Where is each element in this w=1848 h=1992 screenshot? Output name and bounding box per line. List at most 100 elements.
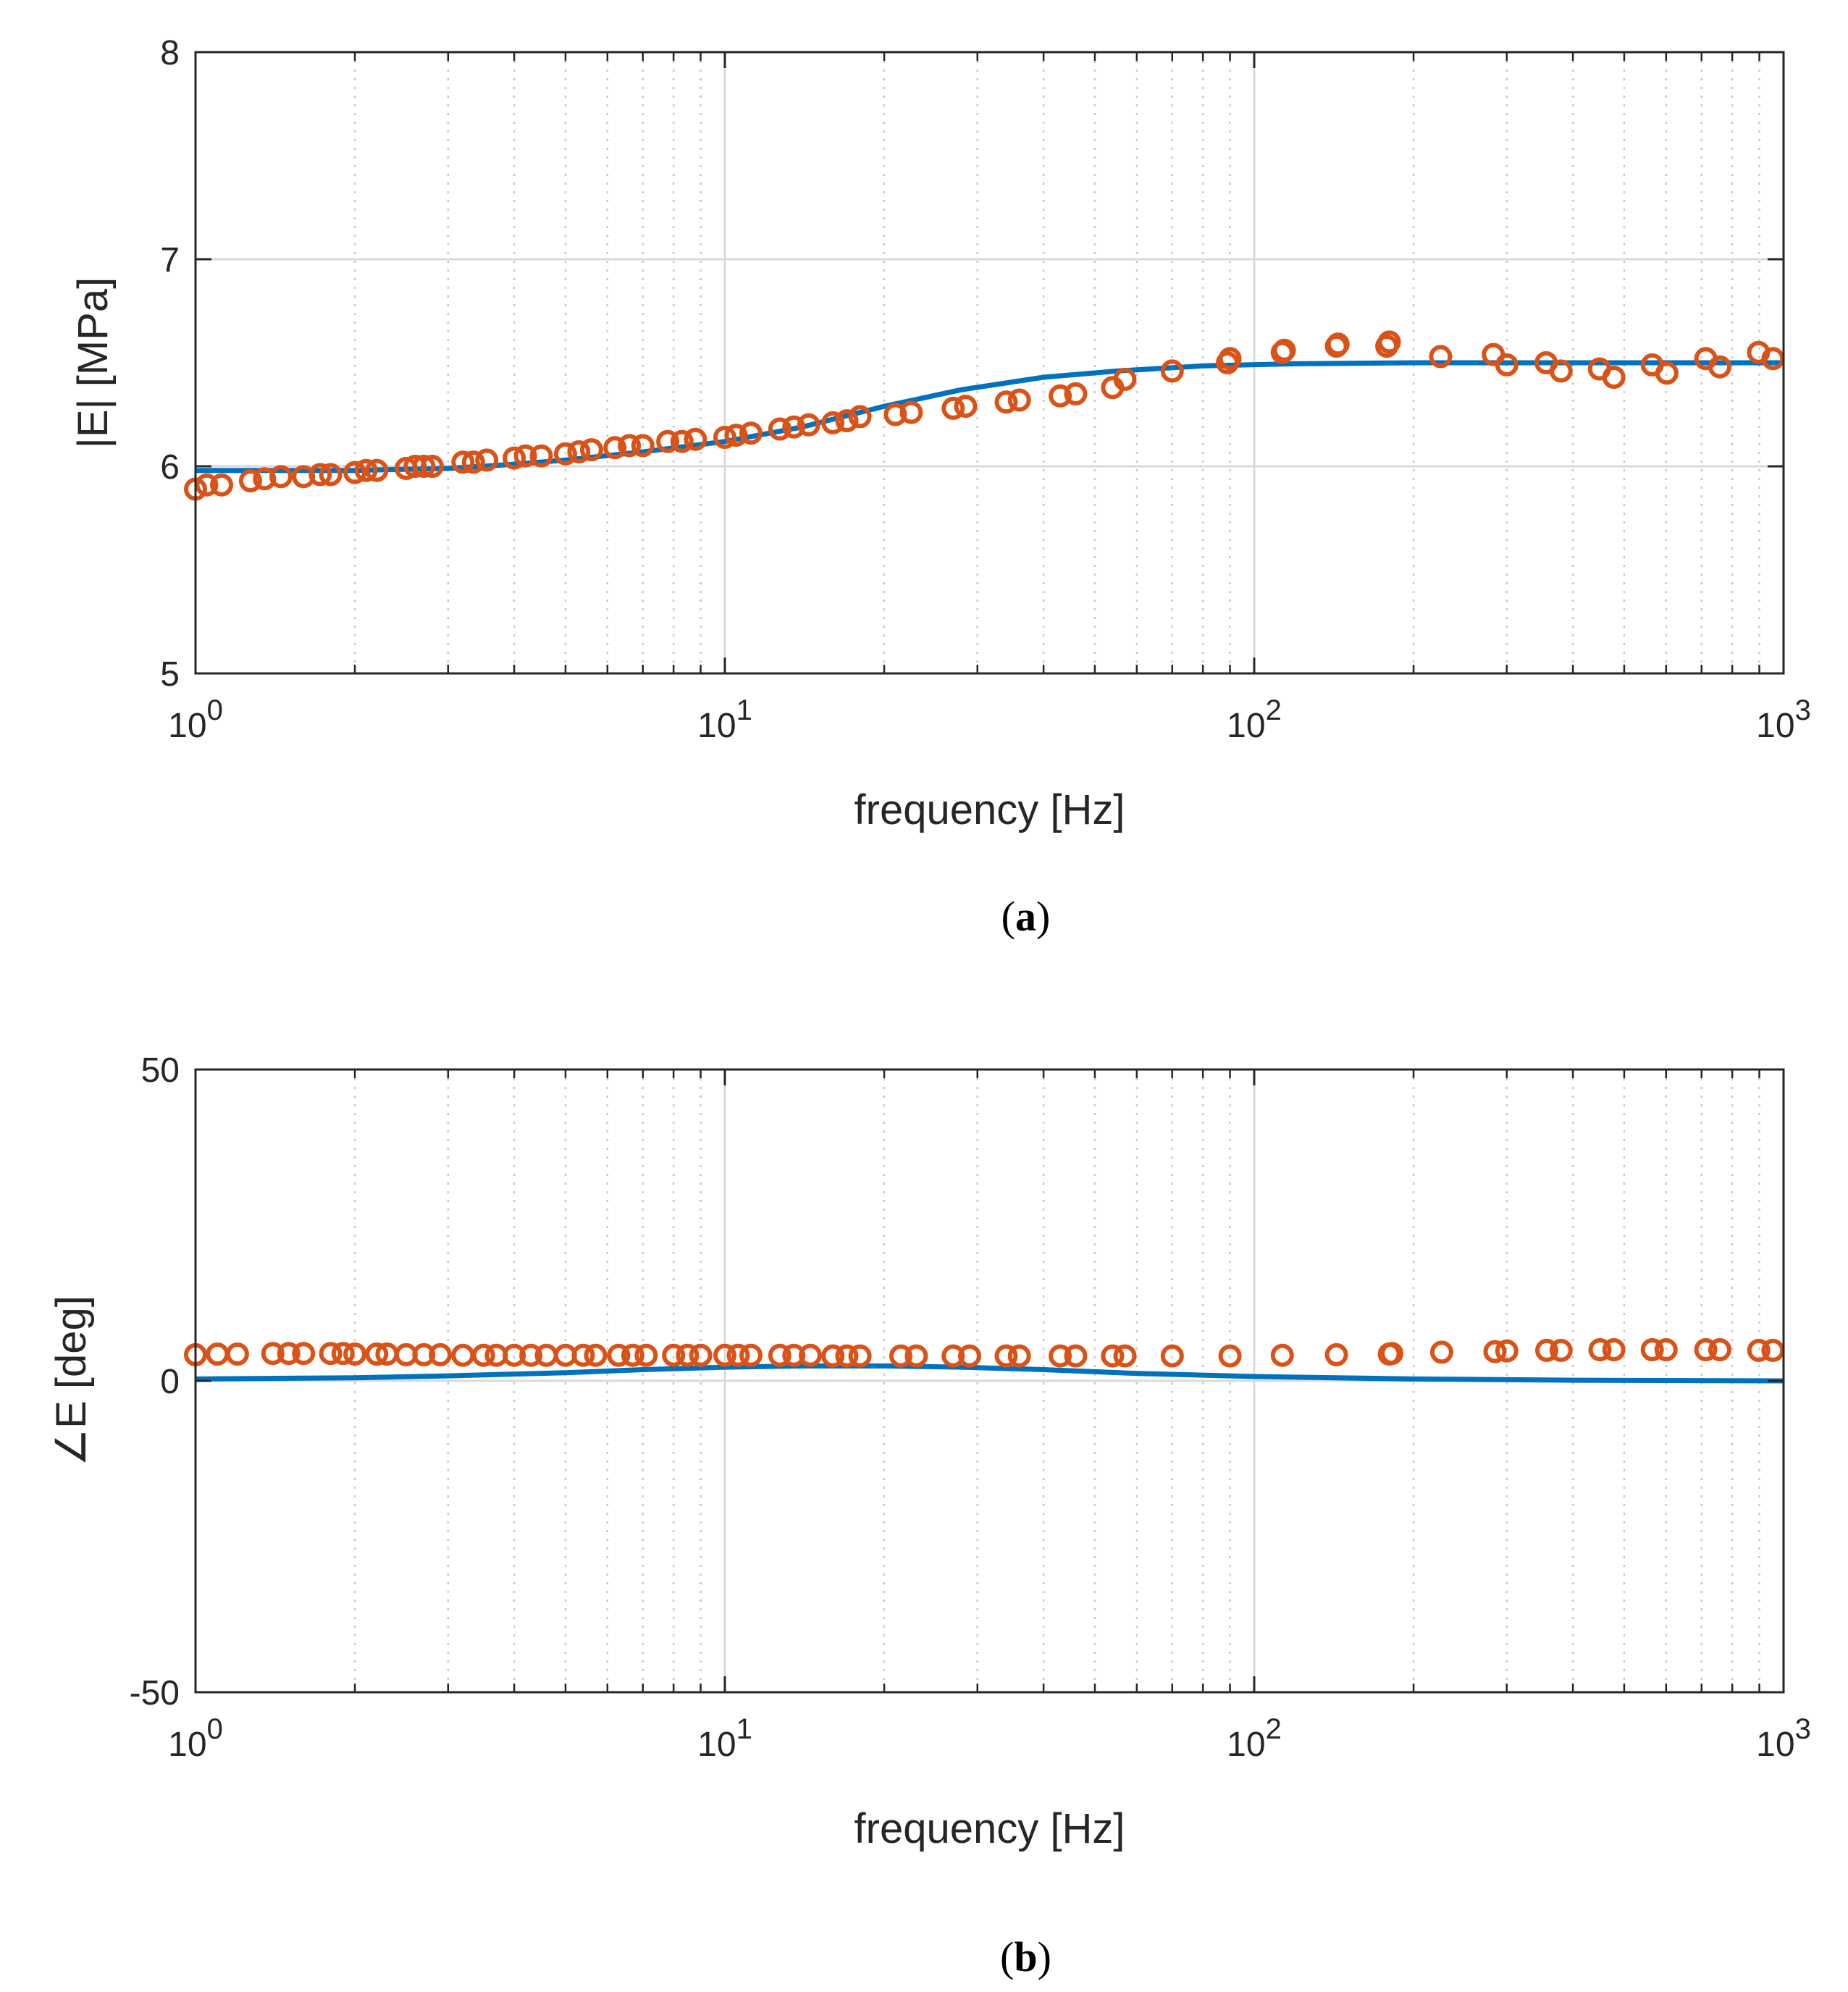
measured-point (1549, 359, 1573, 383)
measured-point (958, 1344, 981, 1368)
x-tick-label-base: 10 (168, 1726, 206, 1764)
measured-point (689, 1343, 713, 1367)
x-tick-label: 102 (1227, 694, 1282, 745)
measured-point (319, 1342, 343, 1366)
measured-point (420, 455, 444, 478)
measured-point (1218, 1344, 1242, 1368)
panel-b-caption: (b) (1000, 1933, 1051, 1980)
x-tick-label-base: 10 (1227, 707, 1265, 745)
measured-point (1708, 355, 1731, 379)
measured-point (941, 396, 965, 420)
measured-point (1549, 1338, 1573, 1362)
x-tick-label-base: 10 (168, 707, 206, 745)
measured-point (656, 429, 680, 453)
measured-point (1495, 353, 1519, 377)
measured-point (429, 1342, 452, 1366)
y-tick-label: -50 (130, 1674, 180, 1712)
x-tick-label-exponent: 1 (736, 1713, 752, 1745)
measured-point (269, 465, 293, 489)
measured-point (1640, 1338, 1664, 1361)
panel-a-y-axis-label: |E| [MPa] (70, 277, 117, 448)
measured-point (225, 1342, 249, 1366)
measured-point (782, 415, 806, 439)
measured-point (261, 1342, 285, 1366)
measured-point (899, 400, 923, 424)
measured-point (1160, 1344, 1184, 1368)
measured-point (713, 426, 736, 449)
measured-point (1218, 347, 1242, 371)
measured-point (713, 1343, 736, 1367)
panel-b-y-axis-label: ∠E [deg] (48, 1295, 95, 1466)
measured-point (797, 413, 820, 437)
measured-point (1064, 1344, 1088, 1368)
measured-point (1708, 1338, 1731, 1361)
measured-point (848, 1344, 872, 1368)
panel-a-x-axis-label: frequency [Hz] (854, 786, 1125, 833)
measured-point (662, 1343, 686, 1367)
x-tick-label: 103 (1756, 694, 1811, 745)
measured-point (584, 1343, 608, 1367)
y-tick-label: 5 (160, 655, 180, 694)
measured-point (343, 1342, 367, 1366)
measured-point (1380, 1342, 1404, 1366)
measured-point (821, 1344, 845, 1368)
measured-point (567, 440, 591, 463)
measured-point (607, 1343, 631, 1367)
measured-point (1049, 1344, 1072, 1368)
measured-point (1655, 361, 1679, 385)
measured-point (1064, 382, 1088, 405)
measured-point (603, 436, 627, 460)
measured-point (412, 1342, 436, 1366)
measured-point (1007, 388, 1031, 412)
x-tick-label-exponent: 0 (207, 1713, 223, 1745)
panel-b-measured-series (184, 1338, 1785, 1368)
measured-point (631, 434, 655, 458)
panel-a-caption-letter: a (1015, 893, 1036, 940)
measured-point (519, 1343, 543, 1367)
measured-point (365, 458, 389, 482)
measured-point (292, 1342, 316, 1366)
y-tick-label: 6 (160, 448, 180, 487)
measured-point (210, 473, 233, 497)
x-tick-label-exponent: 3 (1795, 694, 1811, 726)
panel-a-axes-frame (194, 51, 1785, 675)
measured-point (883, 403, 907, 426)
x-tick-label: 101 (697, 1713, 752, 1764)
measured-point (889, 1344, 912, 1368)
measured-point (782, 1343, 806, 1367)
measured-point (739, 1343, 763, 1367)
measured-point (954, 395, 978, 419)
measured-point (1761, 347, 1785, 371)
measured-point (1326, 332, 1350, 356)
x-tick-label-exponent: 2 (1266, 1713, 1282, 1745)
measured-point (1761, 1338, 1785, 1362)
x-tick-label-base: 10 (1756, 707, 1794, 745)
x-tick-label-base: 10 (1756, 1726, 1794, 1764)
panel-b-x-axis-label: frequency [Hz] (854, 1805, 1125, 1852)
measured-point (1007, 1344, 1031, 1368)
measured-point (1588, 1338, 1612, 1361)
measured-point (670, 429, 694, 453)
measured-point (331, 1342, 355, 1366)
measured-point (354, 458, 378, 482)
y-tick-label: 7 (160, 241, 180, 280)
measured-point (1270, 1343, 1294, 1367)
x-tick-label: 102 (1227, 1713, 1282, 1764)
measured-point (451, 450, 475, 474)
measured-point (821, 411, 845, 434)
panel-a-caption: (a) (1001, 893, 1051, 940)
x-tick-label-exponent: 1 (736, 694, 752, 726)
y-tick-label: 8 (160, 34, 180, 72)
measured-point (1324, 1342, 1348, 1366)
measured-point (621, 1343, 644, 1367)
x-tick-label: 100 (168, 694, 223, 745)
measured-point (1429, 345, 1453, 369)
measured-point (724, 424, 748, 447)
x-tick-label: 100 (168, 1713, 223, 1764)
measured-point (1160, 359, 1184, 383)
measured-point (768, 417, 791, 441)
